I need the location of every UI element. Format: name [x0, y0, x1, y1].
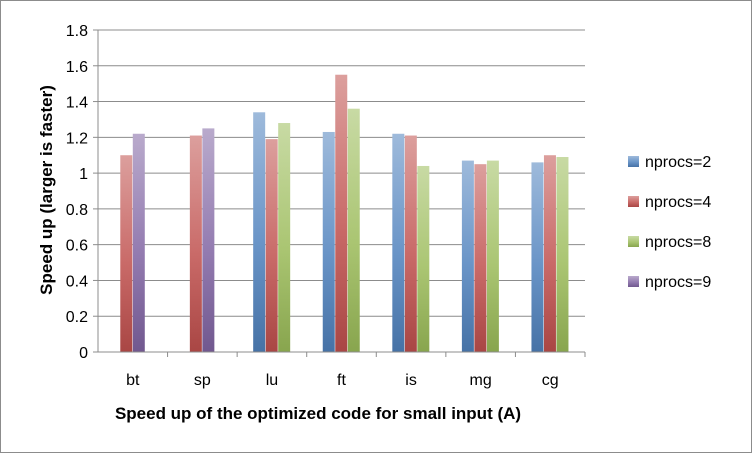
bar-mg-nprocs-2	[461, 160, 474, 352]
y-tick-label: 0.2	[66, 309, 88, 326]
bar-ft-nprocs-4	[335, 74, 348, 352]
bar-cg-nprocs-2	[531, 162, 544, 352]
x-tick-label: ft	[337, 372, 346, 389]
y-axis-title: Speed up (larger is faster)	[37, 85, 56, 295]
y-tick-label: 1.6	[66, 59, 88, 76]
bar-mg-nprocs-8	[486, 160, 499, 352]
x-tick-label: cg	[542, 372, 559, 389]
bar-ft-nprocs-8	[347, 108, 360, 353]
bar-ft-nprocs-2	[322, 131, 335, 352]
bar-lu-nprocs-4	[265, 139, 278, 352]
legend-swatch	[628, 236, 639, 247]
y-tick-label: 0.4	[66, 273, 88, 290]
bar-is-nprocs-4	[404, 135, 417, 352]
bar-bt-nprocs-4	[120, 155, 133, 352]
bar-sp-nprocs-9	[202, 128, 215, 352]
axes	[97, 30, 585, 353]
x-tick-label: lu	[266, 372, 278, 389]
y-tick-label: 0	[79, 345, 88, 362]
x-tick-label: is	[405, 372, 417, 389]
legend-label: nprocs=9	[645, 274, 711, 291]
legend-label: nprocs=8	[645, 234, 711, 251]
bar-bt-nprocs-9	[132, 133, 145, 352]
x-tick-label: bt	[126, 372, 140, 389]
y-tick-label: 1.2	[66, 130, 88, 147]
bar-lu-nprocs-8	[278, 123, 291, 353]
x-tick-label: mg	[470, 372, 492, 389]
y-tick-label: 1.8	[66, 23, 88, 40]
bar-is-nprocs-8	[417, 165, 430, 352]
bar-cg-nprocs-4	[543, 155, 556, 352]
legend-swatch	[628, 196, 639, 207]
bar-mg-nprocs-4	[474, 164, 487, 352]
y-tick-label: 0.6	[66, 238, 88, 255]
y-tick-label: 1	[79, 166, 88, 183]
legend: nprocs=2 nprocs=4 nprocs=8 nprocs=9	[628, 154, 711, 291]
bar-cg-nprocs-8	[556, 157, 569, 352]
bar-sp-nprocs-4	[189, 135, 202, 352]
bars	[120, 74, 569, 353]
x-axis-title: Speed up of the optimized code for small…	[115, 404, 521, 423]
y-tick-label: 1.4	[66, 95, 88, 112]
legend-label: nprocs=2	[645, 154, 711, 171]
x-tick-labels: bt sp lu ft is mg cg	[126, 372, 559, 389]
x-tick-label: sp	[194, 372, 211, 389]
bar-lu-nprocs-2	[253, 112, 266, 352]
legend-swatch	[628, 276, 639, 287]
bar-is-nprocs-2	[392, 133, 405, 352]
y-tick-label: 0.8	[66, 202, 88, 219]
legend-label: nprocs=4	[645, 194, 711, 211]
y-tick-labels: 0 0.2 0.4 0.6 0.8 1 1.2 1.4 1.6 1.8	[66, 23, 88, 362]
legend-swatch	[628, 156, 639, 167]
